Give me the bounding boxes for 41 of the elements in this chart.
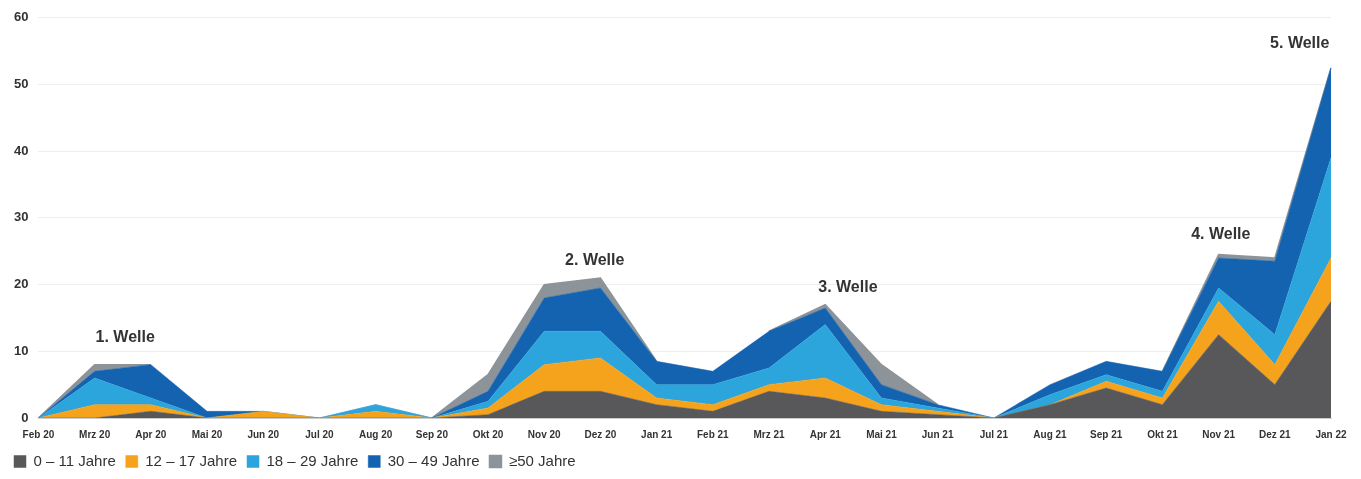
annotation: 2. Welle bbox=[565, 251, 625, 269]
annotation: 4. Welle bbox=[1191, 225, 1251, 243]
x-tick-label: Jun 21 bbox=[921, 428, 954, 440]
x-tick-label: Apr 20 bbox=[135, 428, 167, 440]
x-tick-label: Jul 20 bbox=[305, 428, 335, 440]
x-tick-label: Feb 21 bbox=[696, 428, 730, 440]
y-tick-label: 30 bbox=[13, 209, 29, 225]
x-tick-label: Nov 20 bbox=[527, 428, 562, 440]
y-tick-label: 10 bbox=[13, 342, 29, 358]
x-tick-label: Feb 20 bbox=[22, 428, 55, 440]
x-tick-label: Okt 21 bbox=[1147, 428, 1179, 440]
legend-label: 0 – 11 Jahre bbox=[33, 451, 116, 469]
annotation: 5. Welle bbox=[1270, 33, 1330, 51]
x-tick-label: Mrz 21 bbox=[753, 428, 786, 440]
annotation: 1. Welle bbox=[95, 328, 155, 346]
legend-label: 30 – 49 Jahre bbox=[387, 451, 480, 469]
y-tick-label: 20 bbox=[13, 276, 29, 292]
legend-label: 18 – 29 Jahre bbox=[266, 451, 359, 469]
x-tick-label: Mrz 20 bbox=[79, 428, 111, 440]
x-tick-label: Dez 21 bbox=[1258, 428, 1292, 440]
legend-label: ≥50 Jahre bbox=[508, 451, 576, 469]
x-tick-label: Apr 21 bbox=[809, 428, 842, 440]
x-tick-label: Okt 20 bbox=[472, 428, 504, 440]
x-tick-label: Mai 21 bbox=[866, 428, 898, 440]
x-tick-label: Jan 21 bbox=[641, 428, 673, 440]
x-tick-label: Sep 21 bbox=[1090, 428, 1123, 440]
x-tick-label: Aug 20 bbox=[358, 428, 393, 440]
annotation: 3. Welle bbox=[818, 277, 878, 295]
x-tick-label: Dez 20 bbox=[584, 428, 617, 440]
x-tick-label: Jan 22 bbox=[1315, 428, 1347, 440]
x-tick-label: Sep 20 bbox=[415, 428, 449, 440]
x-tick-label: Mai 20 bbox=[191, 428, 223, 440]
y-tick-label: 50 bbox=[13, 76, 29, 92]
x-tick-label: Aug 21 bbox=[1033, 428, 1068, 440]
y-tick-label: 0 bbox=[21, 409, 29, 425]
x-tick-label: Jun 20 bbox=[247, 428, 280, 440]
x-tick-label: Jul 21 bbox=[979, 428, 1009, 440]
legend-label: 12 – 17 Jahre bbox=[145, 451, 238, 469]
y-tick-label: 60 bbox=[13, 9, 29, 25]
x-tick-label: Nov 21 bbox=[1202, 428, 1236, 440]
y-tick-label: 40 bbox=[13, 142, 29, 158]
